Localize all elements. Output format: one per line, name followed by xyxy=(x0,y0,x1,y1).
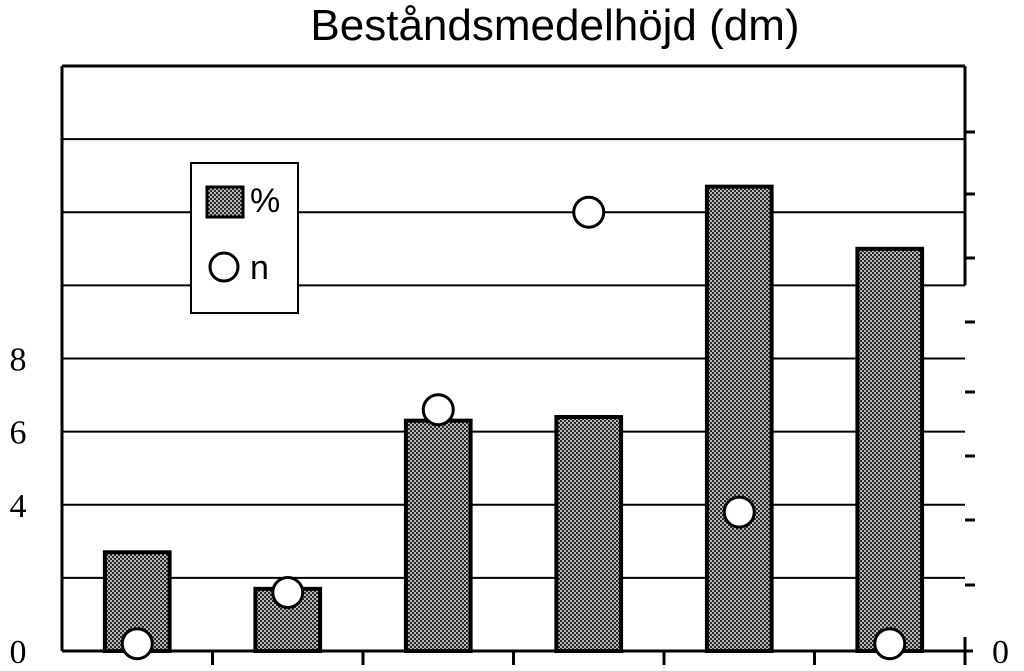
marker-point xyxy=(722,495,756,529)
legend: % n xyxy=(190,162,299,314)
chart-title: Beståndsmedelhöjd (dm) xyxy=(310,1,799,50)
marker-point xyxy=(572,195,606,229)
y-tick-label: 4 xyxy=(10,488,27,525)
marker-point xyxy=(421,393,455,427)
marker-series xyxy=(120,195,907,661)
marker-point xyxy=(271,576,305,609)
legend-marker-swatch xyxy=(208,251,240,283)
bar xyxy=(554,415,624,653)
marker-point xyxy=(120,627,154,661)
legend-bar-swatch xyxy=(205,185,245,219)
right-tick-label: 0 xyxy=(992,634,1009,671)
marker-point xyxy=(873,627,907,661)
legend-bar-label: % xyxy=(250,182,280,220)
y-tick-label: 0 xyxy=(10,634,27,671)
y-tick-label: 6 xyxy=(10,415,27,452)
bar xyxy=(704,184,774,653)
bar xyxy=(403,418,473,653)
y-tick-label: 8 xyxy=(10,342,27,379)
right-axis-ticks: 0 xyxy=(963,130,1009,671)
legend-marker-label: n xyxy=(250,249,269,287)
plot-frame xyxy=(60,64,973,665)
y-axis-ticks: 0 4 6 8 xyxy=(10,342,27,671)
bar xyxy=(855,246,925,653)
